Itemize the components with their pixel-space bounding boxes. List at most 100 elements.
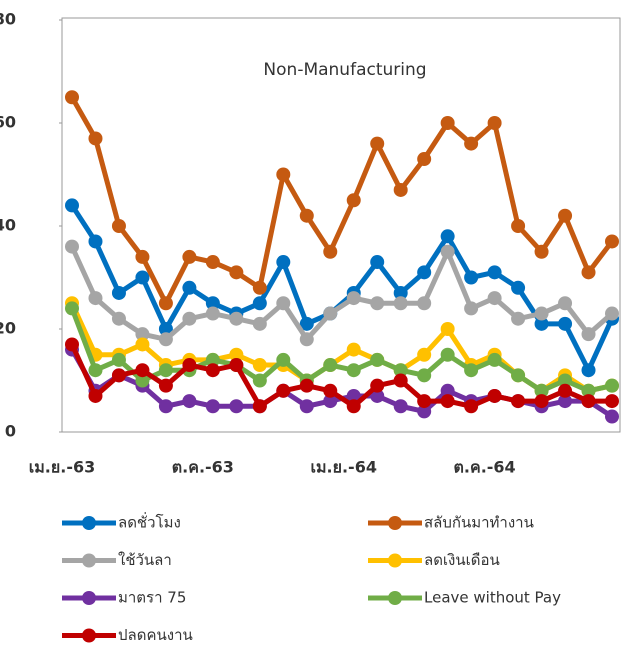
point [605, 234, 619, 249]
point [346, 193, 361, 208]
point [135, 249, 150, 264]
legend-label: Leave without Pay [424, 589, 561, 607]
point [88, 363, 103, 378]
legend-label: ปลดคนงาน [118, 626, 193, 644]
point [393, 296, 408, 311]
point [158, 399, 173, 414]
point [558, 394, 573, 409]
point [88, 131, 103, 146]
legend-label: มาตรา 75 [118, 589, 186, 607]
point [511, 219, 526, 233]
point [229, 347, 244, 362]
point [581, 383, 596, 398]
point [370, 136, 385, 151]
legend-label: ลดชั่วโมง [118, 512, 181, 532]
point [299, 399, 314, 414]
point [581, 327, 596, 342]
point [182, 280, 197, 295]
legend-marker [388, 591, 402, 605]
point [417, 347, 432, 362]
point [440, 394, 455, 409]
point [65, 90, 79, 105]
point [182, 358, 197, 373]
point [440, 116, 455, 130]
point [135, 337, 150, 352]
point [393, 399, 408, 414]
point [158, 378, 173, 393]
point [135, 363, 150, 378]
legend-label: สลับกันมาทำงาน [424, 514, 534, 532]
point [346, 291, 361, 306]
y-tick-label: 60 [0, 113, 16, 132]
point [252, 399, 267, 414]
point [252, 358, 267, 373]
x-tick-label: ต.ค.-64 [454, 458, 516, 477]
point [370, 255, 385, 270]
point [487, 116, 502, 130]
point [158, 363, 173, 378]
point [205, 352, 220, 367]
point [252, 316, 267, 331]
point [205, 306, 220, 321]
point [511, 368, 526, 383]
legend-marker [82, 516, 96, 530]
legend-marker [82, 628, 96, 643]
y-tick-label: 0 [5, 422, 16, 441]
point [393, 285, 408, 300]
y-tick-label: 40 [0, 216, 16, 235]
legend-label: ลดเงินเดือน [424, 551, 500, 569]
point [417, 296, 432, 311]
point [534, 244, 549, 259]
plot-frame [61, 17, 621, 433]
point [417, 265, 432, 280]
point [88, 388, 103, 403]
series-line [69, 245, 614, 342]
point [581, 394, 596, 409]
point [370, 296, 385, 311]
point [346, 399, 361, 414]
point [111, 352, 126, 367]
y-tick-label: 20 [0, 319, 16, 338]
point [346, 342, 361, 357]
point [299, 332, 314, 347]
point [605, 409, 619, 424]
point [558, 383, 573, 398]
point [370, 388, 385, 403]
point [464, 270, 479, 285]
point [417, 404, 432, 419]
point [276, 255, 291, 270]
point [558, 316, 573, 331]
legend-marker [82, 591, 96, 605]
point [135, 327, 150, 342]
point [370, 378, 385, 393]
point [65, 239, 79, 254]
point [229, 265, 244, 280]
point [511, 311, 526, 326]
point [229, 358, 244, 373]
point [440, 383, 455, 398]
point [440, 244, 455, 259]
point [111, 219, 126, 233]
point [229, 399, 244, 414]
point [487, 388, 502, 403]
point [346, 363, 361, 378]
point [346, 388, 361, 403]
point [323, 244, 338, 259]
x-tick-label: เม.ย.-64 [311, 458, 377, 477]
point [511, 394, 526, 409]
point [135, 373, 150, 388]
point [558, 296, 573, 311]
point [440, 322, 455, 336]
point [323, 358, 338, 373]
point [111, 311, 126, 326]
point [88, 291, 103, 306]
point [205, 399, 220, 414]
point [252, 296, 267, 311]
point [111, 285, 126, 300]
point [276, 352, 291, 367]
point [417, 394, 432, 409]
point [205, 296, 220, 311]
point [581, 265, 596, 280]
point [65, 198, 79, 213]
